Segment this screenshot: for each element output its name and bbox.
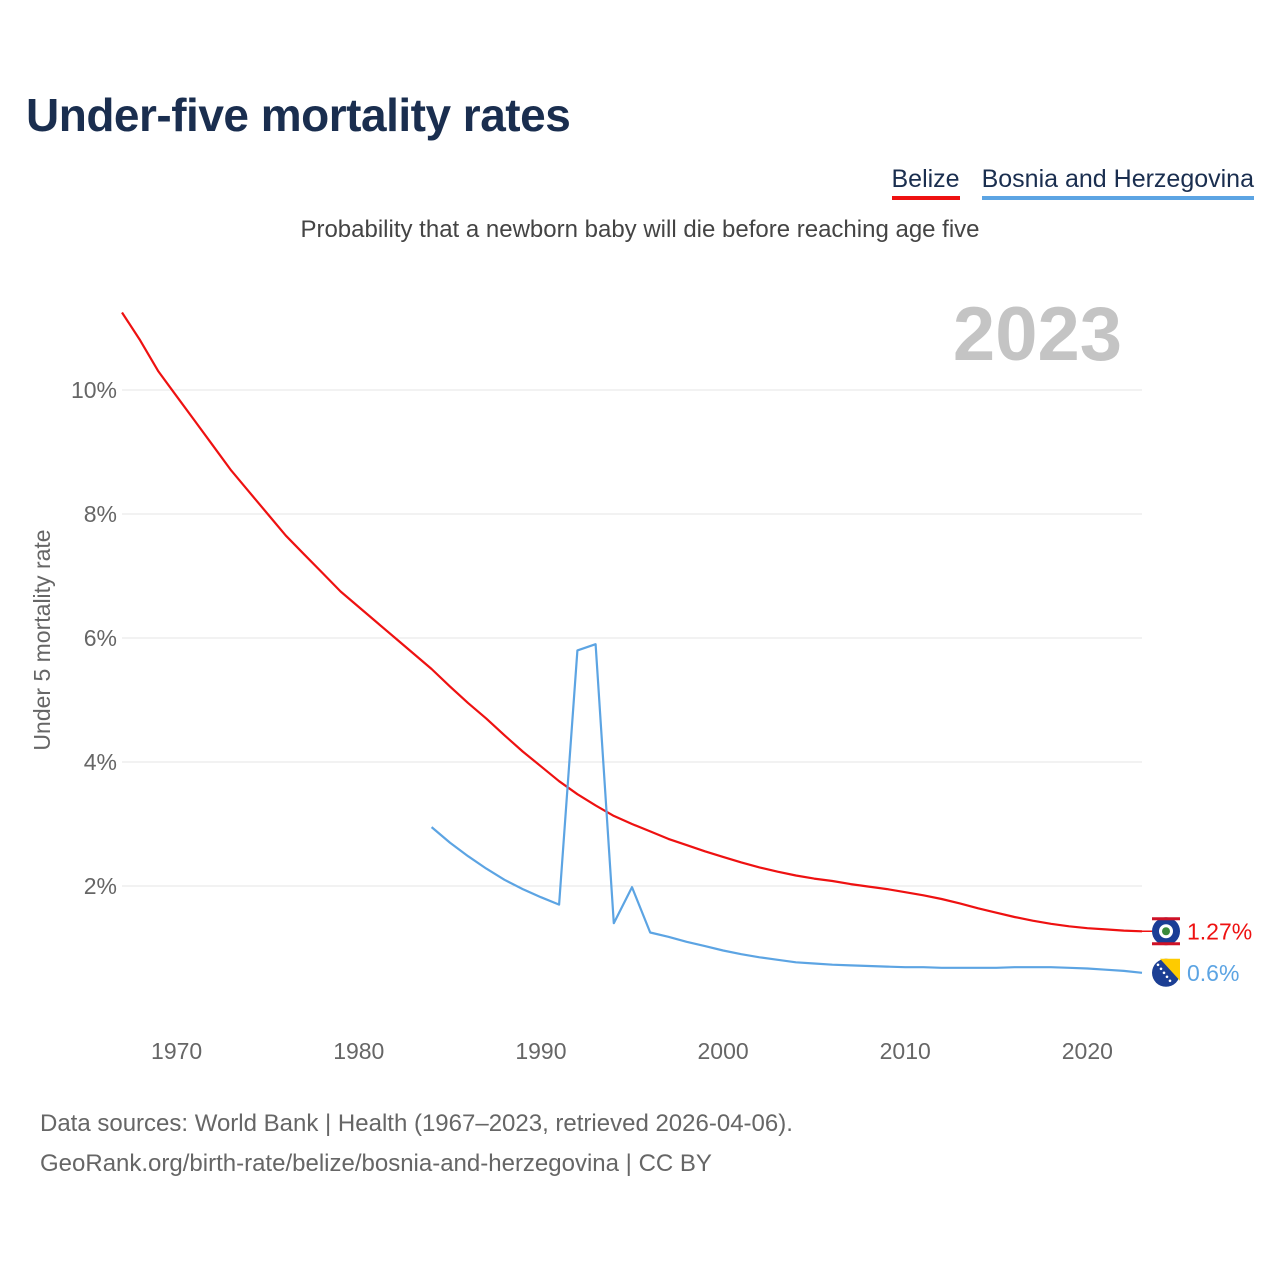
legend-item-belize[interactable]: Belize: [891, 164, 960, 200]
series-line-belize: [121, 311, 1143, 933]
x-tick-label: 1980: [333, 1038, 384, 1064]
bosnia-flag-star: [1159, 967, 1163, 971]
y-tick-label: 2%: [84, 873, 117, 899]
bosnia-flag-star: [1165, 975, 1169, 979]
source-url[interactable]: GeoRank.org/birth-rate/belize/bosnia-and…: [40, 1150, 712, 1177]
y-tick-label: 8%: [84, 501, 117, 527]
x-tick-label: 2020: [1062, 1038, 1113, 1064]
legend-item-bosnia-and-herzegovina[interactable]: Bosnia and Herzegovina: [981, 164, 1254, 200]
x-tick-label: 1990: [515, 1038, 566, 1064]
belize-flag-emblem-center: [1162, 927, 1170, 936]
y-axis-label: Under 5 mortality rate: [29, 529, 55, 750]
series-line-bosnia-and-herzegovina: [430, 643, 1143, 974]
data-sources: Data sources: World Bank | Health (1967–…: [40, 1104, 793, 1184]
chart-subtitle: Probability that a newborn baby will die…: [300, 216, 980, 243]
y-tick-label: 6%: [84, 625, 117, 651]
bosnia-flag-star: [1162, 971, 1166, 975]
y-tick-label: 4%: [84, 749, 117, 775]
source-line: Data sources: World Bank | Health (1967–…: [40, 1110, 793, 1137]
series-end-label-bosnia-and-herzegovina: 0.6%: [1187, 960, 1239, 986]
x-tick-label: 2010: [880, 1038, 931, 1064]
bosnia-flag-triangle: [1160, 958, 1180, 981]
bosnia-flag-star: [1156, 963, 1160, 967]
page-title: Under-five mortality rates: [26, 89, 571, 141]
year-label: 2023: [953, 292, 1122, 377]
bosnia-flag-star: [1168, 979, 1172, 983]
legend: Belize Bosnia and Herzegovina: [891, 164, 1254, 200]
x-tick-label: 2000: [697, 1038, 748, 1064]
y-tick-label: 10%: [71, 377, 117, 403]
x-tick-label: 1970: [151, 1038, 202, 1064]
belize-flag-stripe: [1152, 917, 1180, 921]
belize-flag-stripe: [1152, 942, 1180, 946]
series-end-label-belize: 1.27%: [1187, 918, 1252, 944]
